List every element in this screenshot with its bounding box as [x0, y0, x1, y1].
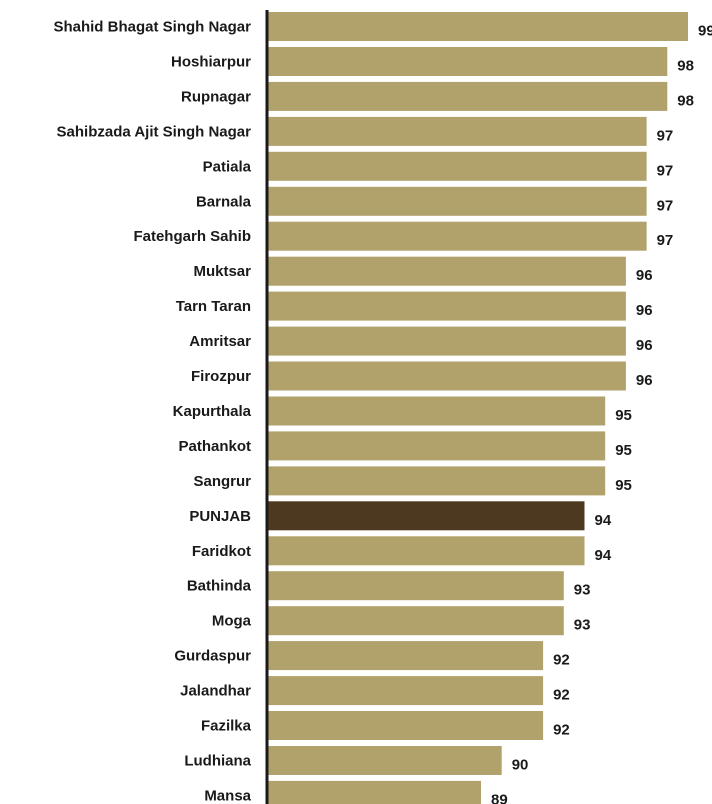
category-label: Gurdaspur	[174, 648, 251, 665]
bar-moga	[267, 606, 564, 636]
category-label: Fazilka	[201, 718, 252, 735]
bar-hoshiarpur	[267, 47, 668, 76]
bar-fatehgarh-sahib	[267, 221, 647, 251]
bar-mansa	[267, 780, 481, 804]
bar-sahibzada-ajit-singh-nagar	[267, 116, 647, 146]
value-label: 90	[512, 757, 529, 774]
value-label: 99	[698, 23, 712, 40]
value-label: 92	[553, 687, 570, 704]
value-label: 96	[636, 302, 653, 319]
bar-tarn-taran	[267, 291, 626, 321]
value-label: 96	[636, 337, 653, 354]
bar-gurdaspur	[267, 641, 544, 671]
bar-faridkot	[267, 536, 585, 566]
value-label: 96	[636, 267, 653, 284]
bar-fazilka	[267, 711, 544, 740]
value-label: 92	[553, 722, 570, 739]
value-label: 94	[595, 512, 612, 529]
category-label: Pathankot	[178, 438, 251, 455]
bar-sangrur	[267, 466, 606, 496]
category-label: Barnala	[196, 193, 252, 210]
category-label: Bathinda	[187, 578, 252, 595]
value-label: 96	[636, 372, 653, 389]
category-label: Firozpur	[191, 368, 251, 385]
value-label: 97	[657, 162, 674, 179]
bar-jalandhar	[267, 676, 544, 706]
bar-rupnagar	[267, 81, 668, 111]
category-label: Patiala	[203, 158, 252, 175]
category-label: Jalandhar	[180, 683, 251, 700]
category-label: Mansa	[204, 787, 251, 804]
bar-amritsar	[267, 326, 626, 356]
bar-pathankot	[267, 431, 606, 461]
value-label: 89	[491, 791, 508, 804]
value-label: 92	[553, 652, 570, 669]
value-label: 93	[574, 617, 591, 634]
value-label: 95	[615, 407, 632, 424]
bar-muktsar	[267, 256, 626, 286]
value-label: 97	[657, 127, 674, 144]
category-label: Ludhiana	[184, 753, 251, 770]
category-label: Hoshiarpur	[171, 54, 251, 71]
bars-group	[267, 12, 688, 804]
category-label: Amritsar	[189, 333, 251, 350]
category-labels-group: Shahid Bhagat Singh Nagar Hoshiarpur Rupna…	[53, 19, 251, 804]
bar-barnala	[267, 186, 647, 216]
value-label: 93	[574, 582, 591, 599]
category-label: Kapurthala	[173, 403, 252, 420]
category-label: Faridkot	[192, 543, 251, 560]
value-label: 95	[615, 442, 632, 459]
value-label: 94	[595, 547, 612, 564]
bar-kapurthala	[267, 396, 606, 426]
value-label: 98	[677, 92, 694, 109]
category-label: Tarn Taran	[176, 298, 251, 315]
category-label: Sahibzada Ajit Singh Nagar	[57, 123, 252, 140]
category-label: Rupnagar	[181, 88, 251, 105]
category-label: Moga	[212, 613, 252, 630]
bar-patiala	[267, 151, 647, 181]
category-label: Fatehgarh Sahib	[133, 228, 251, 245]
category-label: Shahid Bhagat Singh Nagar	[53, 19, 251, 36]
value-label: 95	[615, 477, 632, 494]
value-label: 97	[657, 232, 674, 249]
bar-shahid-bhagat-singh-nagar	[267, 12, 688, 41]
bar-bathinda	[267, 571, 564, 601]
bar-punjab	[267, 501, 585, 531]
bar-firozpur	[267, 361, 626, 391]
category-label: PUNJAB	[189, 508, 251, 525]
category-label: Sangrur	[193, 473, 251, 490]
value-labels-group: 99 98 98 97 97 97 97 96 96 96 96 95 95 95 94 94 93 93 92 92…	[491, 23, 712, 804]
value-label: 98	[677, 58, 694, 75]
bar-ludhiana	[267, 746, 502, 775]
category-label: Muktsar	[193, 263, 251, 280]
value-label: 97	[657, 197, 674, 214]
